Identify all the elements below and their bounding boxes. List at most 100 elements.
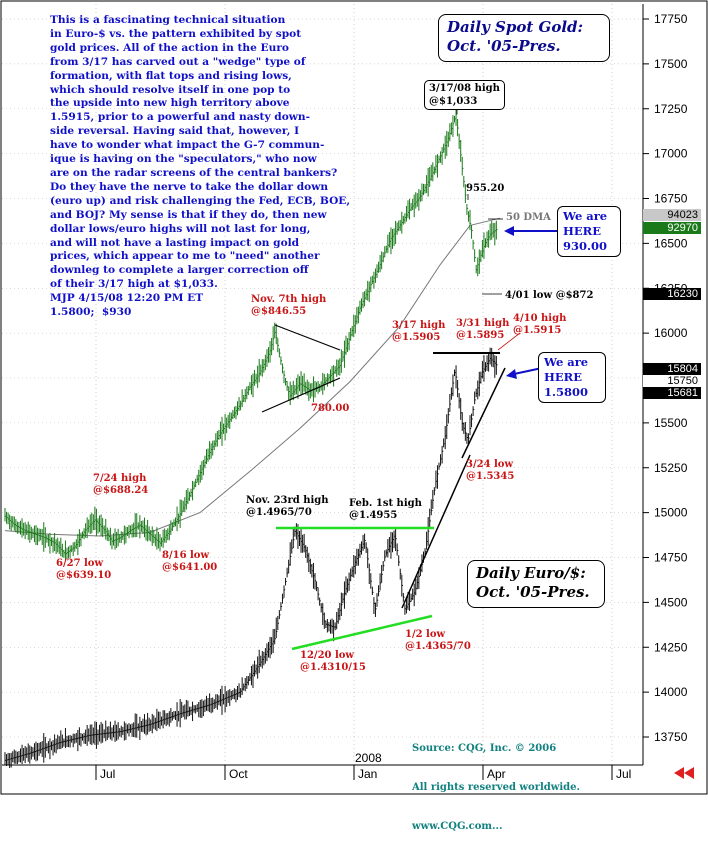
- price-tag-euro-b: 15750: [643, 375, 701, 387]
- commentary-line: from 3/17 has carved out a "wedge" type …: [50, 55, 306, 68]
- gold-wedge-lines: [261, 324, 341, 413]
- source-line2: All rights reserved worldwide.: [412, 782, 581, 793]
- source-line1: Source: CQG, Inc. © 2006: [412, 743, 557, 754]
- euro-title-line1: Daily Euro/$:: [476, 564, 586, 582]
- y-tick-label: 17000: [654, 147, 688, 161]
- ann-low-780: 780.00: [311, 403, 350, 414]
- commentary-line: This is a fascinating technical situatio…: [50, 14, 286, 26]
- commentary-line: are on the radar screens of the central …: [50, 166, 338, 179]
- chart-border: [0, 0, 708, 795]
- y-tick-label: 15000: [654, 506, 688, 520]
- gold-high-callout: 3/17/08 high @$1,033: [424, 80, 505, 110]
- price-tag-gold-last: 92970: [643, 222, 701, 234]
- ann-apr01-low: 4/01 low @$872: [505, 290, 594, 301]
- x-tick-label: Jul: [100, 767, 115, 781]
- commentary-line: ique is having on the "speculators," who…: [50, 153, 317, 166]
- gold-title-box: Daily Spot Gold: Oct. '05-Pres.: [438, 14, 610, 62]
- leader-apr10: [497, 332, 521, 351]
- y-tick-label: 16500: [654, 236, 688, 250]
- y-tick-label: 16000: [654, 326, 688, 340]
- ann-mar24-low: 3/24 low @1.5345: [466, 459, 515, 482]
- price-tag-euro-a: 15804: [643, 363, 701, 375]
- y-tick-label: 14250: [654, 640, 688, 654]
- commentary-line: of their 3/17 high at $1,033.: [50, 278, 218, 291]
- y-tick-label: 17250: [654, 102, 688, 116]
- ann-955: 955.20: [466, 183, 505, 194]
- y-tick-label: 14000: [654, 685, 688, 699]
- leader-lines: [456, 110, 503, 295]
- euro-title-box: Daily Euro/$: Oct. '05-Pres.: [467, 560, 605, 608]
- y-axis: 13750 14000 14250 14500 14750 15000 15250 15500…: [643, 12, 688, 744]
- euro-here-box: We are HERE 1.5800: [538, 352, 606, 403]
- commentary-text: This is a fascinating technical situatio…: [50, 14, 400, 320]
- commentary-line: downleg to complete a larger correction …: [50, 264, 309, 277]
- ann-50dma: 50 DMA: [506, 212, 551, 223]
- price-tag-gold-low: 16230: [643, 288, 701, 300]
- gold-wedge-lower: [261, 377, 341, 413]
- ann-mar31-high: 3/31 high @1.5895: [456, 318, 510, 341]
- commentary-line: Do they have the nerve to take the dolla…: [50, 180, 329, 193]
- scroll-right-arrow-icon[interactable]: [674, 767, 684, 779]
- year-label: 2008: [355, 751, 382, 765]
- euro-breakout-line: [401, 454, 471, 609]
- here-arrows: [504, 226, 558, 379]
- x-tick-label: Jul: [616, 767, 631, 781]
- ann-jan2-low: 1/2 low @1.4365/70: [405, 629, 471, 652]
- gold-here-box: We are HERE 930.00: [557, 206, 621, 257]
- euro-title-line2: Oct. '05-Pres.: [476, 583, 590, 601]
- y-tick-label: 17750: [654, 12, 688, 26]
- commentary-line: MJP 4/15/08 12:20 PM ET: [50, 292, 204, 305]
- x-tick-label: Jan: [358, 767, 377, 781]
- gold-title-line1: Daily Spot Gold:: [447, 18, 584, 36]
- euro-wedge-rising: [461, 367, 506, 459]
- commentary-line: the upside into new high territory above: [50, 97, 290, 110]
- ann-apr10-high: 4/10 high @1.5915: [513, 313, 567, 336]
- euro-series: [4, 347, 498, 768]
- commentary-line: and will not have a lasting impact on go…: [50, 236, 300, 249]
- source-credit: Source: CQG, Inc. © 2006 All rights rese…: [412, 716, 580, 846]
- y-tick-label: 15500: [654, 416, 688, 430]
- price-tag-euro-c: 15681: [643, 387, 701, 399]
- y-tick-label: 15250: [654, 461, 688, 475]
- gold-here-arrow-head: [504, 226, 514, 236]
- gold-series: [4, 102, 498, 561]
- euro-red-leaders: [497, 332, 521, 351]
- euro-bottom-line-green: [291, 614, 433, 651]
- commentary-line: prices, which appear to me to "need" ano…: [50, 250, 320, 263]
- commentary-line: which should resolve itself in one pop t…: [50, 83, 291, 96]
- chart-canvas: 13750 14000 14250 14500 14750 15000 15250 15500…: [0, 0, 708, 795]
- y-tick-label: 16750: [654, 192, 688, 206]
- euro-channel-lines: [276, 352, 506, 651]
- commentary-line: have to wonder what impact the G-7 commu…: [50, 139, 325, 152]
- commentary-line: (euro up) and risk challenging the Fed, …: [50, 194, 351, 207]
- price-tag-gold-dma: 94023: [643, 209, 701, 221]
- gold-50dma-line: [4, 217, 501, 537]
- commentary-line: side reversal. Having said that, however…: [50, 125, 300, 138]
- commentary-line: 1.5915, prior to a powerful and nasty do…: [50, 111, 310, 124]
- x-tick-label: Apr: [487, 767, 506, 781]
- ann-feb1-high: Feb. 1st high @1.4955: [349, 498, 422, 521]
- gold-title-line2: Oct. '05-Pres.: [447, 37, 561, 55]
- ann-aug16-low: 8/16 low @$641.00: [162, 550, 218, 573]
- y-tick-label: 17500: [654, 57, 688, 71]
- euro-here-arrow-shaft: [513, 367, 543, 375]
- ann-nov7-high: Nov. 7th high @$846.55: [251, 294, 327, 317]
- gold-wedge-upper: [274, 324, 341, 351]
- y-tick-label: 13750: [654, 730, 688, 744]
- commentary-line: and BOJ? My sense is that if they do, th…: [50, 208, 327, 221]
- ann-nov23-high: Nov. 23rd high @1.4965/70: [246, 495, 329, 518]
- x-tick-label: Oct: [229, 767, 248, 781]
- ann-jun27-low: 6/27 low @$639.10: [56, 558, 112, 581]
- commentary-line: formation, with flat tops and rising low…: [50, 69, 292, 82]
- commentary-line: 1.5800; $930: [50, 306, 132, 319]
- ann-jul24-high: 7/24 high @$688.24: [93, 473, 149, 496]
- ann-dec20-low: 12/20 low @1.4310/15: [300, 650, 366, 673]
- commentary-line: dollar lows/euro highs will not last for…: [50, 222, 311, 235]
- ann-mar17-high-eur: 3/17 high @1.5905: [392, 320, 446, 343]
- commentary-line: in Euro-$ vs. the pattern exhibited by s…: [50, 27, 302, 40]
- series-layer: [4, 102, 501, 768]
- scroll-right-arrow-icon-2[interactable]: [684, 767, 694, 779]
- x-axis: Jul Oct Jan Apr Jul: [95, 765, 631, 781]
- euro-here-arrow-head: [506, 369, 517, 379]
- y-tick-label: 14750: [654, 551, 688, 565]
